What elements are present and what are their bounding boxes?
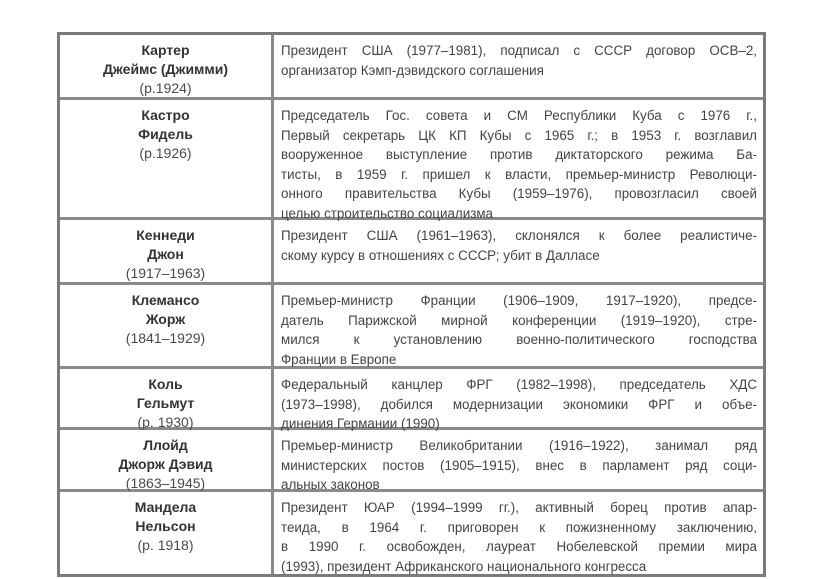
table-row: Клемансо Жорж (1841–1929) Премьер-министр Ф… xyxy=(60,282,763,367)
description-line: динения Германии (1990) xyxy=(281,416,440,431)
description-cell: Председатель Гос. совета и СМ Республики… xyxy=(274,100,763,221)
person-name: Кеннеди xyxy=(136,227,195,243)
person-name: Кастро xyxy=(141,107,190,123)
table-row: Картер Джеймс (Джимми) (р.1924) Президент С… xyxy=(60,35,763,97)
description-line: организатор Кэмп-дэвидского соглашения xyxy=(281,62,544,78)
description-cell: Президент США (1977–1981), подписал с СС… xyxy=(274,35,763,97)
life-dates: (р.1924) xyxy=(139,80,192,96)
person-name-cell: Клемансо Жорж (1841–1929) xyxy=(60,285,274,366)
person-name: Гельмут xyxy=(136,395,195,411)
person-name: Джорж Дэвид xyxy=(118,456,213,472)
description-line: Премьер-министр Великобритании (1916–192… xyxy=(281,438,757,453)
description-line: тисты, в 1959 г. пришел к власти, премье… xyxy=(281,166,757,182)
life-dates: (1917–1963) xyxy=(125,265,206,281)
table-row: Коль Гельмут (р. 1930) Федеральный канцлер … xyxy=(60,366,763,431)
description-cell: Премьер-министр Великобритании (1916–192… xyxy=(274,430,763,492)
description-line: министерских постов (1905–1915), внес в … xyxy=(281,457,757,473)
life-dates: (р. 1918) xyxy=(137,537,194,553)
description-line: в 1990 г. освобожден, лауреат Нобелевско… xyxy=(281,539,757,554)
description-line: онного правительства Кубы (1959–1976), п… xyxy=(281,186,757,201)
description-line: альных законов xyxy=(281,477,380,492)
person-name-cell: Коль Гельмут (р. 1930) xyxy=(60,369,274,430)
person-name: Коль xyxy=(148,376,183,392)
description-line: Президент США (1961–1963), склонялся к б… xyxy=(281,228,757,243)
life-dates: (р. 1930) xyxy=(137,414,194,430)
life-dates: (1863–1945) xyxy=(125,475,206,491)
person-name: Ллойд xyxy=(143,437,188,453)
biography-table: Картер Джеймс (Джимми) (р.1924) Президент С… xyxy=(57,32,766,577)
person-name: Джон xyxy=(147,246,184,262)
person-name-cell: Ллойд Джорж Дэвид (1863–1945) xyxy=(60,430,274,491)
table-row: Кастро Фидель (р.1926) Председатель Гос. со… xyxy=(60,97,763,221)
description-cell: Премьер-министр Франции (1906–1909, 1917… xyxy=(274,285,763,367)
description-line: Федеральный канцлер ФРГ (1982–1998), пре… xyxy=(281,377,757,392)
description-cell: Федеральный канцлер ФРГ (1982–1998), пре… xyxy=(274,369,763,431)
description-cell: Президент США (1961–1963), склонялся к б… xyxy=(274,220,763,282)
person-name-cell: Картер Джеймс (Джимми) (р.1924) xyxy=(60,35,274,97)
person-name: Картер xyxy=(141,42,190,58)
description-line: (1993), президент Африканского националь… xyxy=(281,558,647,574)
life-dates: (р.1926) xyxy=(139,145,192,161)
description-line: Франции в Европе xyxy=(281,351,397,367)
person-name-cell: Кеннеди Джон (1917–1963) xyxy=(60,220,274,282)
description-line: Президент ЮАР (1994–1999 гг.), активный … xyxy=(281,500,757,515)
person-name: Фидель xyxy=(138,126,193,142)
description-line: Президент США (1977–1981), подписал с СС… xyxy=(281,43,757,58)
person-name: Джеймс (Джимми) xyxy=(102,61,229,77)
description-line: целью строительство социализма xyxy=(281,205,493,221)
description-line: датель Парижской мирной конференции (191… xyxy=(281,312,757,328)
person-name: Нельсон xyxy=(135,518,196,534)
description-line: Председатель Гос. совета и СМ Республики… xyxy=(281,108,757,123)
person-name: Клемансо xyxy=(131,292,200,308)
description-line: (1973–1998), добился модернизации эконом… xyxy=(281,396,757,412)
table-row: Ллойд Джорж Дэвид (1863–1945) Премьер-минис… xyxy=(60,427,763,492)
description-line: скому курсу в отношениях с СССР; убит в … xyxy=(281,247,600,263)
description-line: Первый секретарь ЦК КП Кубы с 1965 г.; в… xyxy=(281,127,757,143)
person-name-cell: Мандела Нельсон (р. 1918) xyxy=(60,492,274,574)
person-name-cell: Кастро Фидель (р.1926) xyxy=(60,100,274,217)
description-line: теида, в 1964 г. приговорен к пожизненно… xyxy=(281,519,757,535)
life-dates: (1841–1929) xyxy=(125,330,206,346)
description-line: вооруженное выступление против диктаторс… xyxy=(281,147,757,162)
person-name: Жорж xyxy=(145,311,186,327)
table-row: Мандела Нельсон (р. 1918) Президент ЮАР (19… xyxy=(60,489,763,574)
description-cell: Президент ЮАР (1994–1999 гг.), активный … xyxy=(274,492,763,574)
description-line: мился к установлению военно-политическог… xyxy=(281,332,757,347)
description-line: Премьер-министр Франции (1906–1909, 1917… xyxy=(281,293,757,308)
person-name: Мандела xyxy=(134,499,197,515)
table-row: Кеннеди Джон (1917–1963) Президент США (196… xyxy=(60,217,763,282)
